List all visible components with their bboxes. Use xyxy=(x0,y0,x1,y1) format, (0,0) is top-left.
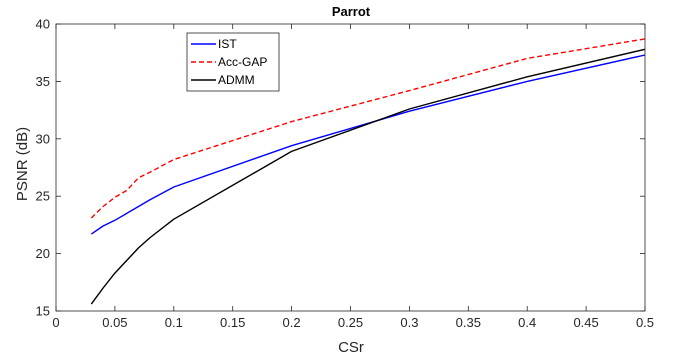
x-tick-label: 0.15 xyxy=(220,315,245,330)
plot-area xyxy=(90,38,646,305)
x-axis-label: CSr xyxy=(338,339,364,355)
axes: 0 0.05 0.1 0.15 0.2 0.25 0.3 0.35 0.4 0.45 0.5 15 20… xyxy=(36,17,655,331)
x-tick-label: 0 xyxy=(52,315,59,330)
x-tick-label: 0.4 xyxy=(518,315,536,330)
series-line-ist xyxy=(90,54,646,235)
x-tick-label: 0.45 xyxy=(573,315,598,330)
legend-label-ist: IST xyxy=(218,37,237,51)
series-line-acc-gap xyxy=(90,38,646,219)
legend: IST Acc-GAP ADMM xyxy=(186,32,280,92)
y-tick-label: 35 xyxy=(36,74,50,89)
x-tick-label: 0.1 xyxy=(165,315,183,330)
legend-label-acc-gap: Acc-GAP xyxy=(218,55,267,69)
chart-title: Parrot xyxy=(332,4,371,19)
y-axis-label: PSNR (dB) xyxy=(14,127,31,201)
x-tick-label: 0.2 xyxy=(283,315,301,330)
x-tick-label: 0.5 xyxy=(636,315,654,330)
x-tick-label: 0.25 xyxy=(338,315,363,330)
legend-label-admm: ADMM xyxy=(218,73,255,87)
y-tick-label: 25 xyxy=(36,189,50,204)
series-line-admm xyxy=(90,48,646,305)
y-tick-label: 15 xyxy=(36,304,50,319)
x-tick-label: 0.05 xyxy=(102,315,127,330)
x-tick-label: 0.35 xyxy=(456,315,481,330)
y-tick-label: 20 xyxy=(36,246,50,261)
x-tick-label: 0.3 xyxy=(400,315,418,330)
y-tick-label: 30 xyxy=(36,131,50,146)
y-tick-label: 40 xyxy=(36,17,50,32)
